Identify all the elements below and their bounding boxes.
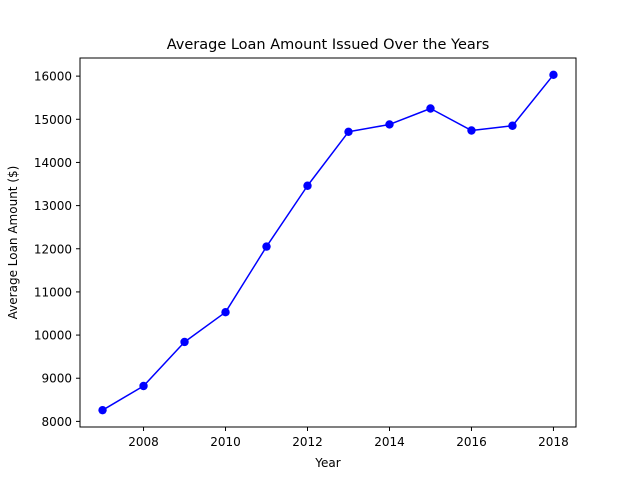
data-point (221, 308, 230, 317)
data-point (385, 120, 394, 129)
plot-frame (79, 57, 577, 428)
y-tick-label: 16000 (34, 70, 72, 84)
plot-series (98, 70, 558, 415)
x-tick-label: 2016 (456, 435, 487, 449)
x-axis-label: Year (314, 456, 340, 470)
data-point (467, 126, 476, 135)
data-point (139, 381, 148, 391)
data-point (98, 405, 107, 415)
y-axis-label: Average Loan Amount ($) (6, 166, 20, 320)
x-tick-label: 2008 (128, 435, 159, 449)
x-tick-label: 2018 (538, 435, 569, 449)
x-tick-label: 2010 (210, 435, 241, 449)
data-point (426, 104, 435, 113)
y-tick-label: 13000 (34, 199, 72, 213)
y-tick-label: 12000 (34, 242, 72, 256)
y-tick-label: 11000 (34, 285, 72, 299)
data-point (262, 242, 271, 251)
series-line (102, 74, 555, 411)
y-tick-label: 8000 (41, 415, 72, 429)
chart-title: Average Loan Amount Issued Over the Year… (167, 37, 490, 53)
y-tick-label: 9000 (41, 372, 72, 386)
data-point (344, 127, 353, 136)
y-tick-label: 15000 (34, 113, 72, 127)
y-tick-label: 10000 (34, 329, 72, 343)
x-tick-label: 2014 (374, 435, 405, 449)
data-point (180, 337, 189, 347)
data-point (549, 70, 558, 80)
axis-ticks: 2008 2010 2012 2014 2016 2018 8000 9000 10000 110… (34, 70, 569, 449)
data-point (508, 121, 517, 130)
data-point (303, 181, 312, 190)
y-tick-label: 14000 (34, 156, 72, 170)
x-tick-label: 2012 (292, 435, 323, 449)
